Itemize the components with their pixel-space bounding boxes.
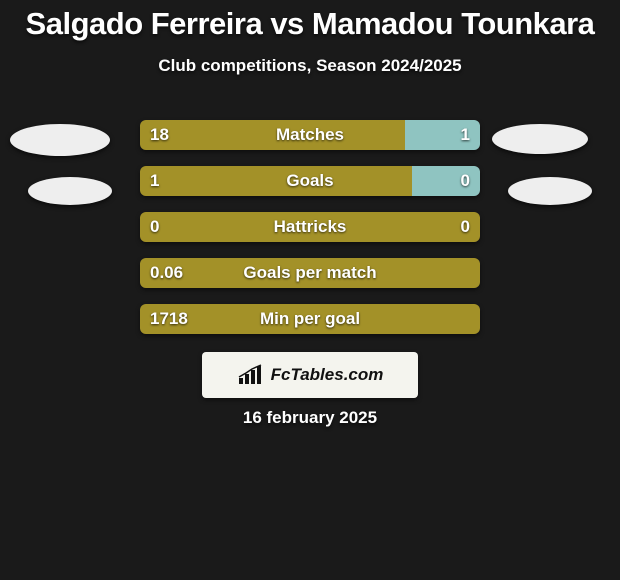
stat-row: Hattricks0 0 xyxy=(0,212,620,258)
stat-value-right: 0 xyxy=(461,166,470,196)
left-player-badge xyxy=(10,124,110,156)
stat-name: Hattricks xyxy=(140,212,480,242)
right-player-badge xyxy=(508,177,592,205)
stat-value-left: 0.06 xyxy=(150,258,183,288)
date-label: 16 february 2025 xyxy=(0,408,620,428)
stat-row: Min per goal1718 xyxy=(0,304,620,350)
logo-text: FcTables.com xyxy=(271,365,384,385)
stat-name: Matches xyxy=(140,120,480,150)
right-player-badge xyxy=(492,124,588,154)
stat-value-left: 18 xyxy=(150,120,169,150)
stat-row: Goals per match0.06 xyxy=(0,258,620,304)
stat-value-left: 1 xyxy=(150,166,159,196)
stats-table: Matches181Goals10Hattricks00Goals per ma… xyxy=(0,120,620,350)
left-player-badge xyxy=(28,177,112,205)
page-title: Salgado Ferreira vs Mamadou Tounkara xyxy=(0,0,620,42)
stat-name: Goals xyxy=(140,166,480,196)
stat-name: Min per goal xyxy=(140,304,480,334)
stat-value-right: 1 xyxy=(461,120,470,150)
bars-icon xyxy=(237,364,265,386)
site-logo: FcTables.com xyxy=(202,352,418,398)
stat-name: Goals per match xyxy=(140,258,480,288)
stat-value-left: 0 xyxy=(150,212,159,242)
stat-value-left: 1718 xyxy=(150,304,188,334)
subtitle: Club competitions, Season 2024/2025 xyxy=(0,56,620,76)
stat-value-right: 0 xyxy=(461,212,470,242)
